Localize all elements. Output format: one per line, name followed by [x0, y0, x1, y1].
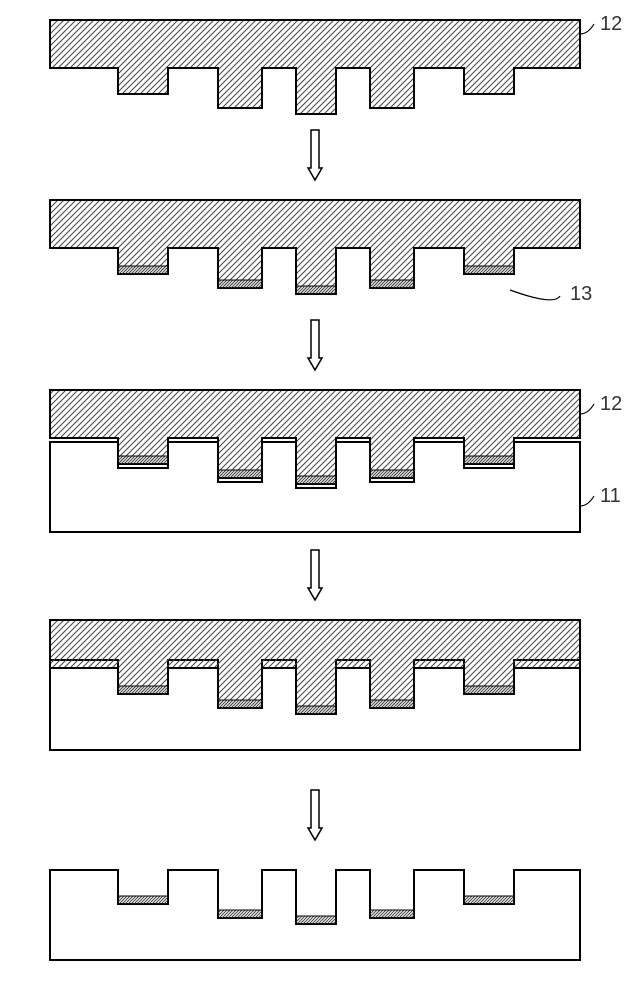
process-arrow — [308, 320, 322, 370]
process-arrow — [308, 130, 322, 180]
ref-label: 11 — [600, 485, 621, 507]
mold-0 — [50, 20, 580, 114]
process-diagram: 12 13 12 11 — [0, 0, 630, 1000]
ref-label: 13 — [570, 283, 592, 305]
process-arrow — [308, 550, 322, 600]
ref-label: 12 — [600, 393, 622, 415]
substrate-final — [50, 870, 580, 960]
ref-label: 12 — [600, 13, 622, 35]
mold-1 — [50, 200, 580, 294]
diagram-svg: 12 13 12 11 — [0, 0, 630, 1000]
process-arrow — [308, 790, 322, 840]
